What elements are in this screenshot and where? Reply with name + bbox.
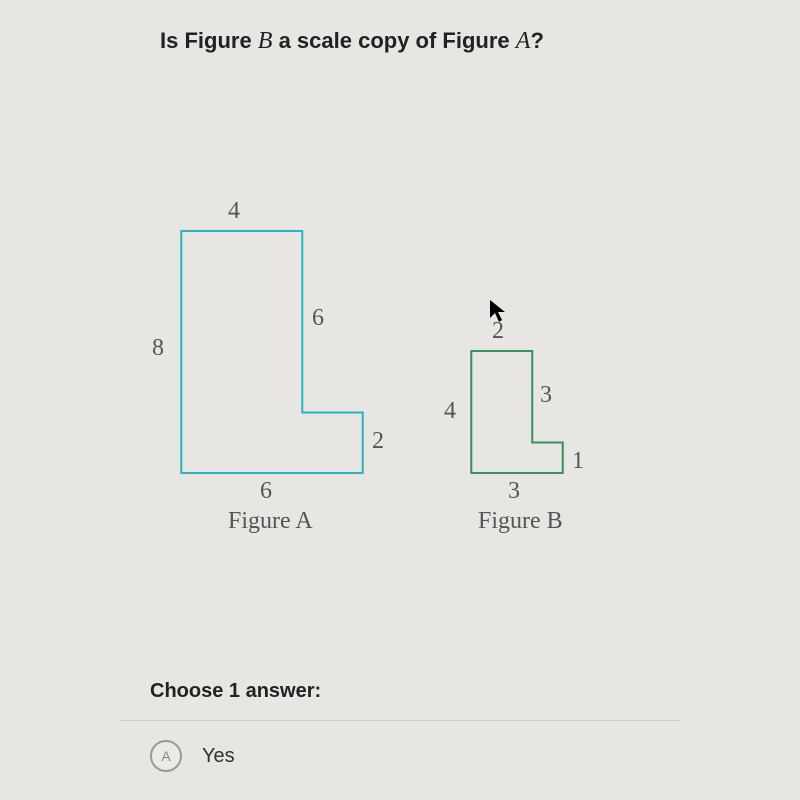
question-suffix: ?: [530, 28, 543, 53]
question-fig-b: B: [258, 28, 273, 54]
figure-b-dim-right-upper: 3: [540, 382, 552, 409]
figure-a-label: Figure A: [228, 508, 313, 535]
answer-option-a[interactable]: A Yes: [150, 740, 235, 772]
figure-a-dim-right-lower: 2: [372, 428, 384, 455]
figure-a-dim-bottom: 6: [260, 478, 272, 505]
radio-a-icon[interactable]: A: [150, 740, 182, 772]
figure-a-dim-right-upper: 6: [312, 305, 324, 332]
divider: [120, 720, 680, 721]
figure-area: 4 6 8 6 2 Figure A 2 3 4 3 1 Figure B: [120, 170, 680, 610]
figure-b-dim-left: 4: [444, 398, 456, 425]
figure-a-shape: [180, 230, 364, 474]
figure-a-dim-left: 8: [152, 335, 164, 362]
figure-b-label: Figure B: [478, 508, 563, 535]
figure-a-dim-top: 4: [228, 198, 240, 225]
question-text: Is Figure B a scale copy of Figure A?: [160, 28, 544, 55]
choose-label: Choose 1 answer:: [150, 680, 321, 703]
figure-b-dim-right-lower: 1: [572, 448, 584, 475]
figure-b-shape: [470, 350, 564, 474]
figure-b-dim-bottom: 3: [508, 478, 520, 505]
question-mid: a scale copy of Figure: [272, 28, 515, 53]
question-prefix: Is Figure: [160, 28, 258, 53]
answer-a-text: Yes: [202, 745, 235, 768]
question-fig-a: A: [516, 28, 531, 54]
cursor-icon: [490, 300, 508, 330]
